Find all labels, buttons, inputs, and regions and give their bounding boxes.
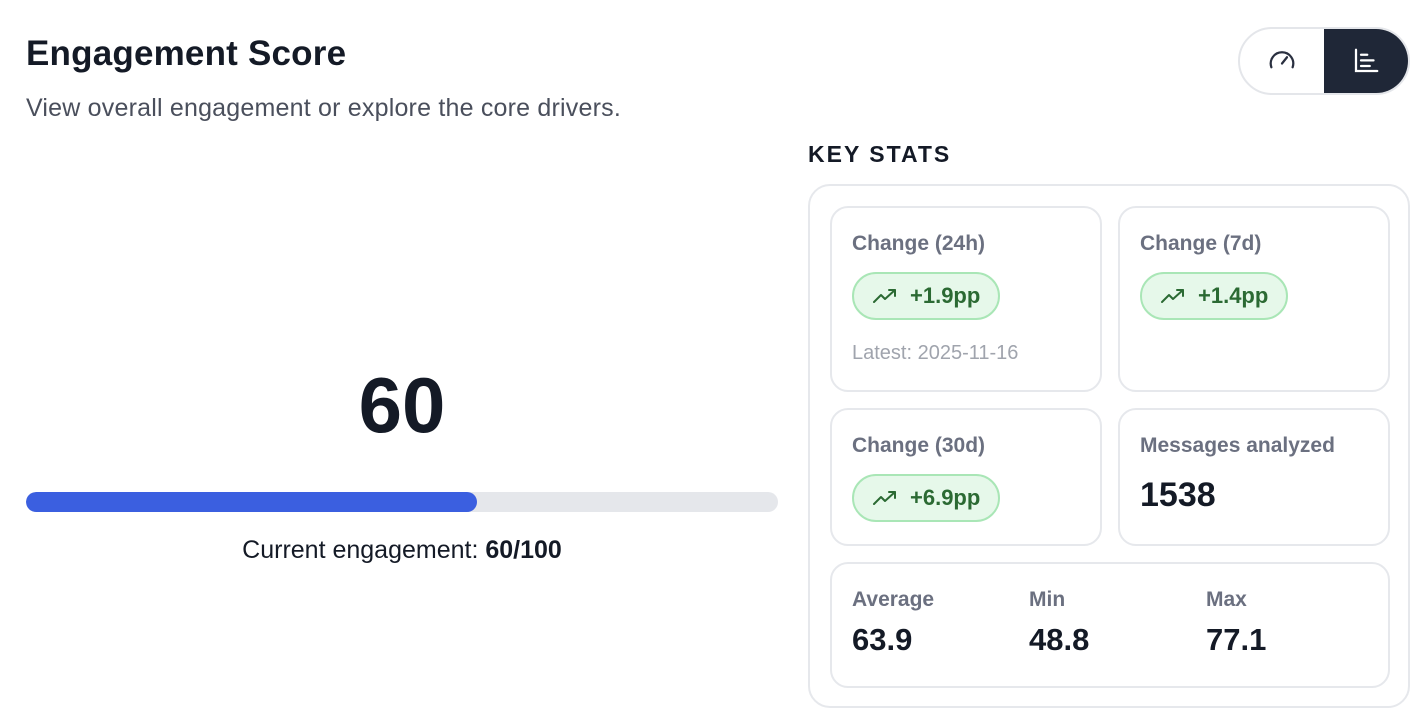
page-subtitle: View overall engagement or explore the c…: [26, 94, 621, 122]
chart-view-button[interactable]: [1324, 29, 1408, 93]
key-stats-panel: Change (24h) +1.9pp Latest: 2025-11-16 C…: [808, 184, 1410, 708]
average-label: Average: [852, 588, 935, 611]
change-30d-card: Change (30d) +6.9pp: [830, 408, 1102, 546]
key-stats-heading: KEY STATS: [808, 141, 952, 167]
change-24h-badge: +1.9pp: [852, 272, 1001, 320]
average-value: 63.9: [852, 622, 913, 657]
latest-date: Latest: 2025-11-16: [852, 342, 1019, 364]
max-stat: Max 77.1: [1206, 588, 1266, 658]
view-toggle: [1238, 27, 1410, 95]
bar-chart-icon: [1354, 48, 1379, 73]
change-24h-card: Change (24h) +1.9pp Latest: 2025-11-16: [830, 206, 1102, 392]
aggregate-stats-card: Average 63.9 Min 48.8 Max 77.1: [830, 562, 1390, 688]
messages-analyzed-card: Messages analyzed 1538: [1118, 408, 1390, 546]
messages-analyzed-value: 1538: [1140, 476, 1216, 514]
change-7d-badge: +1.4pp: [1140, 272, 1289, 320]
max-label: Max: [1206, 588, 1247, 611]
trending-up-icon: [873, 491, 896, 505]
trending-up-icon: [1161, 289, 1184, 303]
change-24h-label: Change (24h): [852, 232, 986, 255]
current-engagement-value: 60/100: [485, 536, 562, 564]
change-7d-card: Change (7d) +1.4pp: [1118, 206, 1390, 392]
min-stat: Min 48.8: [1029, 588, 1089, 658]
current-engagement: Current engagement: 60/100: [26, 536, 778, 565]
gauge-view-button[interactable]: [1240, 29, 1324, 93]
change-30d-value: +6.9pp: [910, 485, 981, 510]
average-stat: Average 63.9: [852, 588, 934, 658]
engagement-score-value: 60: [358, 361, 446, 449]
change-7d-value: +1.4pp: [1198, 283, 1269, 308]
trending-up-icon: [873, 289, 896, 303]
change-7d-label: Change (7d): [1140, 232, 1262, 255]
engagement-progress-bar: [26, 492, 778, 512]
min-value: 48.8: [1029, 622, 1090, 657]
change-24h-value: +1.9pp: [910, 283, 981, 308]
engagement-progress-fill: [26, 492, 478, 512]
gauge-icon: [1269, 51, 1295, 69]
page-title: Engagement Score: [26, 34, 347, 73]
messages-analyzed-label: Messages analyzed: [1140, 434, 1335, 457]
change-30d-label: Change (30d): [852, 434, 986, 457]
current-engagement-label: Current engagement:: [242, 536, 479, 564]
max-value: 77.1: [1206, 622, 1267, 657]
change-30d-badge: +6.9pp: [852, 474, 1001, 522]
min-label: Min: [1029, 588, 1066, 611]
